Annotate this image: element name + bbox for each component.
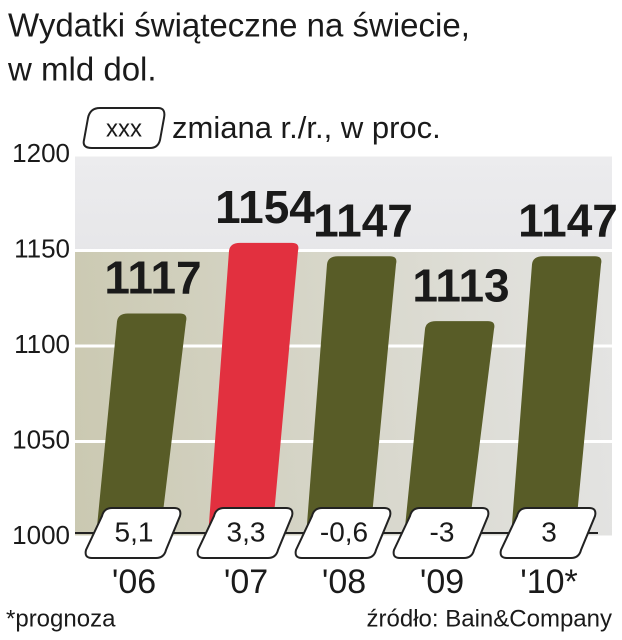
legend-sample: xxx bbox=[106, 115, 142, 142]
y-tick-label: 1000 bbox=[12, 520, 70, 550]
y-tick-label: 1200 bbox=[12, 138, 70, 168]
change-label: -3 bbox=[430, 516, 455, 547]
change-label: 3,3 bbox=[227, 516, 266, 547]
x-tick-label: '06 bbox=[112, 563, 156, 601]
y-tick-label: 1100 bbox=[14, 329, 70, 359]
change-label: 3 bbox=[541, 516, 557, 547]
value-label: 1113 bbox=[412, 259, 509, 311]
value-label: 1117 bbox=[104, 252, 201, 304]
footnote: *prognoza bbox=[6, 605, 116, 632]
change-box bbox=[196, 507, 294, 559]
change-label: -0,6 bbox=[320, 516, 368, 547]
value-label: 1147 bbox=[313, 194, 413, 246]
y-tick-label: 1150 bbox=[14, 233, 70, 263]
source: źródło: Bain&Company bbox=[367, 605, 612, 632]
change-box bbox=[294, 507, 392, 559]
change-label: 5,1 bbox=[115, 516, 154, 547]
legend-text: zmiana r./r., w proc. bbox=[172, 110, 441, 145]
x-tick-label: '10* bbox=[520, 563, 578, 601]
change-box bbox=[499, 507, 597, 559]
bar bbox=[511, 256, 602, 537]
change-box bbox=[84, 507, 182, 559]
bar bbox=[208, 242, 299, 538]
legend-box bbox=[82, 107, 166, 149]
bar bbox=[404, 321, 495, 537]
chart-subtitle: w mld dol. bbox=[7, 51, 157, 88]
y-tick-label: 1050 bbox=[12, 424, 70, 454]
bar bbox=[306, 256, 397, 537]
bar bbox=[96, 313, 187, 537]
change-box bbox=[392, 507, 490, 559]
x-tick-label: '07 bbox=[224, 563, 268, 601]
chart-title: Wydatki świąteczne na świecie, bbox=[8, 7, 470, 44]
x-tick-label: '09 bbox=[420, 563, 464, 601]
value-label: 1147 bbox=[518, 194, 618, 246]
value-label: 1154 bbox=[215, 181, 315, 233]
x-tick-label: '08 bbox=[322, 563, 366, 601]
